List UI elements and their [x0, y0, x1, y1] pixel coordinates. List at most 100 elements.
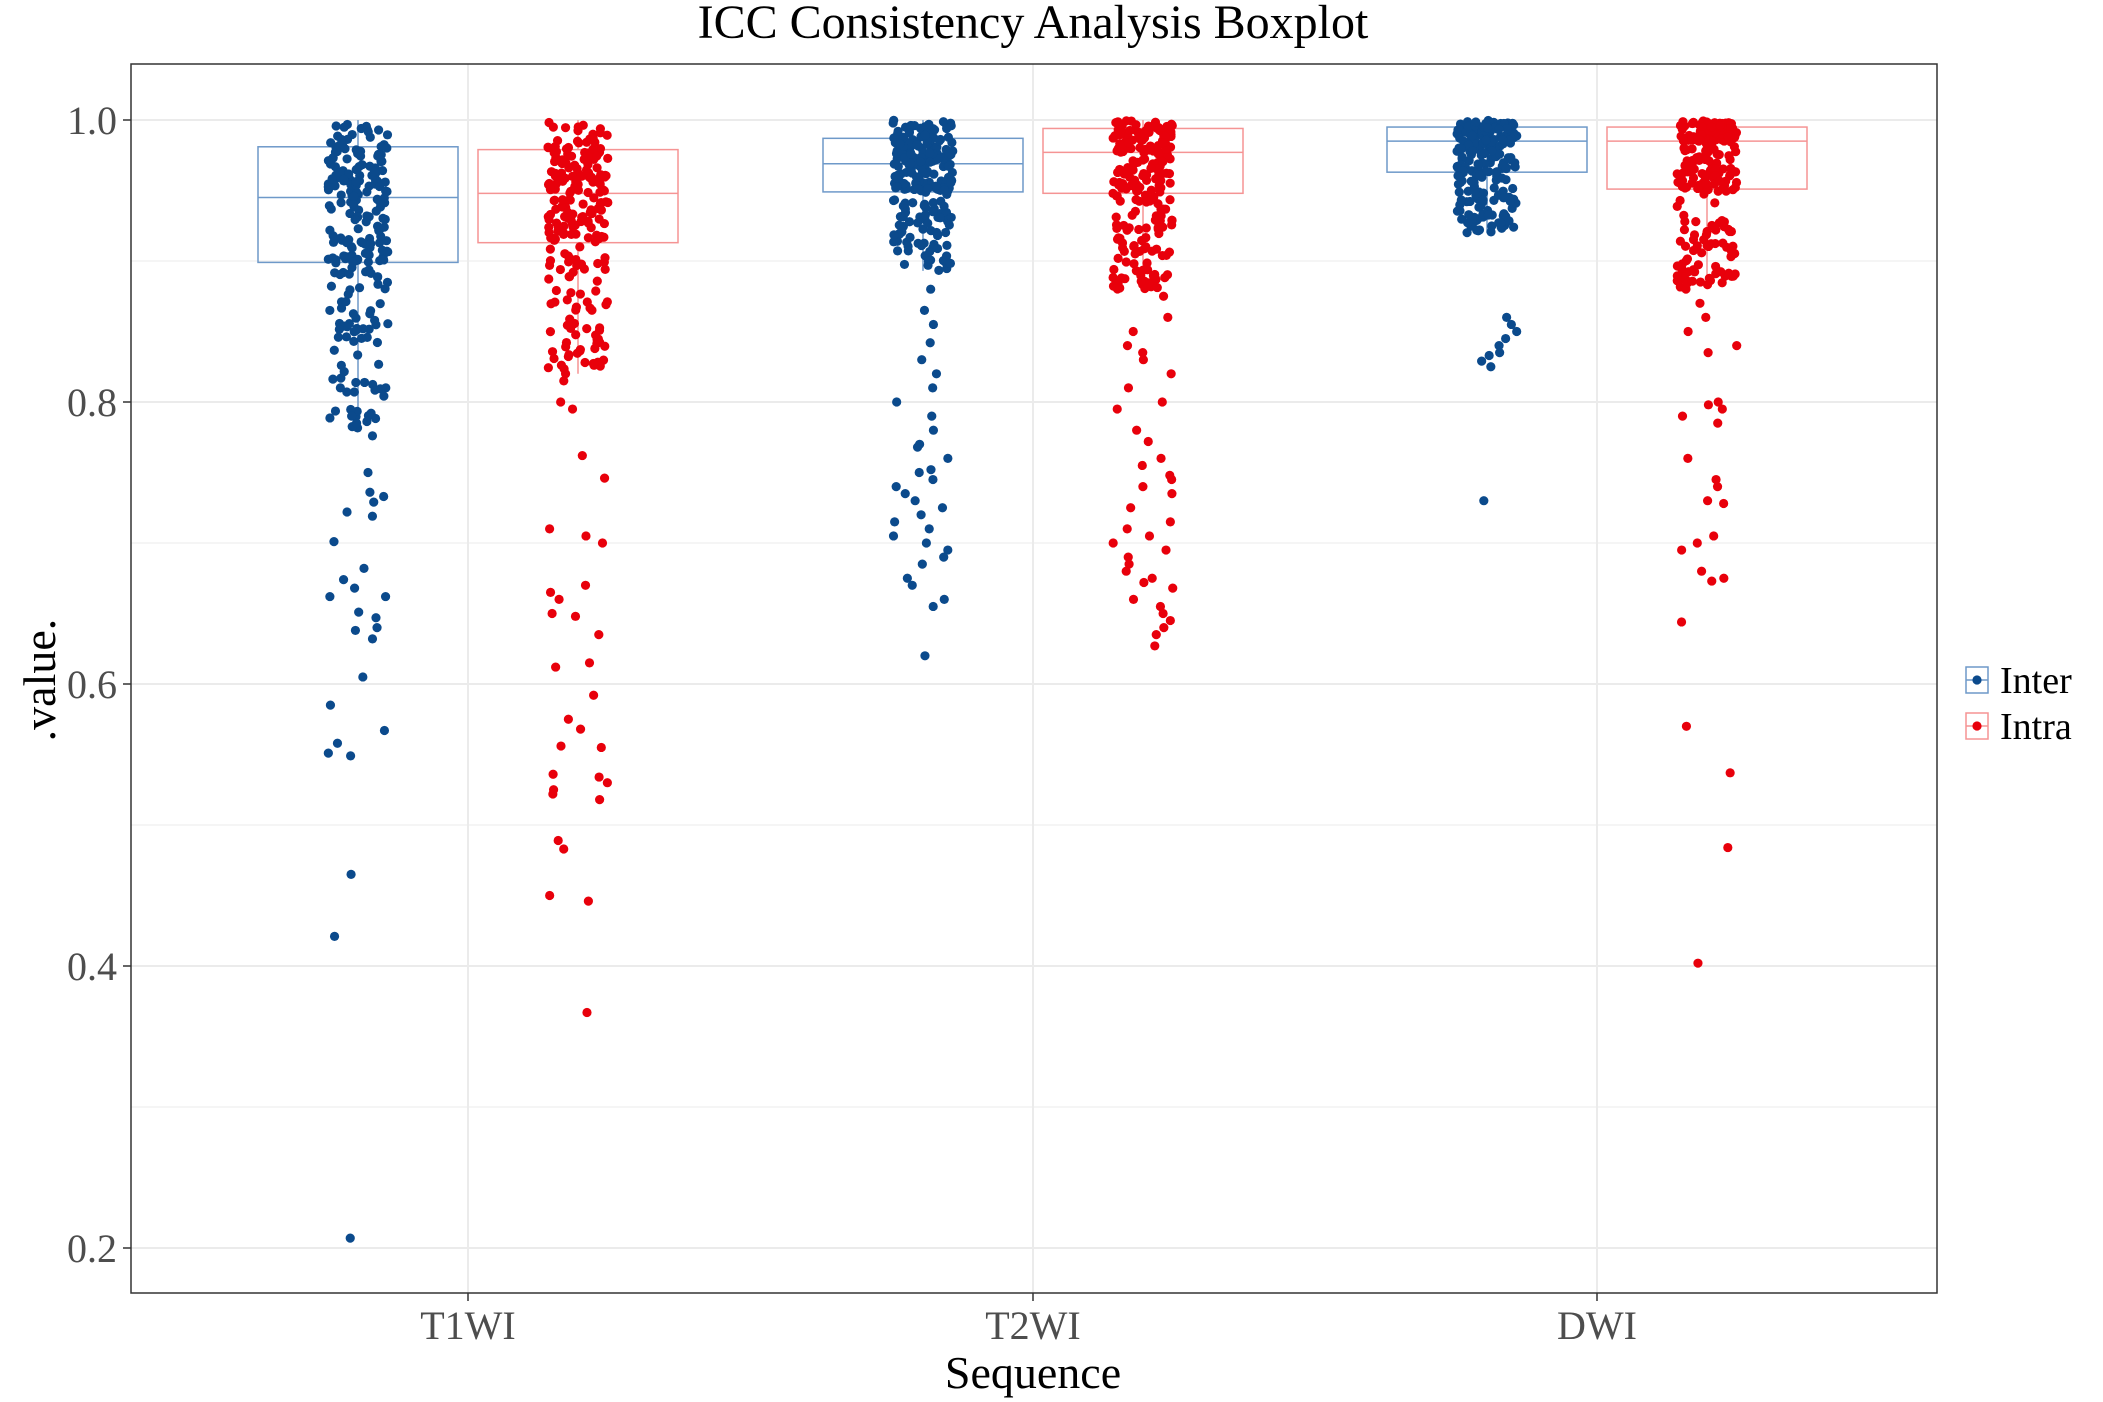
data-point-outlier: [1725, 768, 1735, 778]
data-point: [1506, 152, 1516, 163]
data-point: [330, 406, 341, 416]
data-point: [583, 187, 593, 198]
data-point: [374, 125, 384, 135]
data-point: [1710, 164, 1721, 174]
data-point: [944, 149, 955, 159]
data-point-outlier: [602, 778, 612, 788]
y-tick-label: 0.2: [67, 1226, 117, 1271]
data-point: [345, 208, 355, 219]
data-point: [1489, 183, 1499, 193]
data-point: [929, 169, 939, 179]
data-point: [545, 184, 556, 194]
data-point-outlier: [1717, 404, 1727, 414]
data-point: [379, 391, 389, 401]
data-point: [353, 350, 363, 360]
data-point-outlier: [917, 559, 927, 569]
data-point-outlier: [1494, 341, 1504, 351]
data-point: [592, 163, 602, 173]
data-point-outlier: [931, 369, 942, 379]
data-point: [336, 198, 346, 208]
data-point-outlier: [1712, 482, 1723, 492]
y-tick-label: 1.0: [67, 98, 117, 143]
data-point: [1161, 144, 1171, 154]
data-point: [931, 181, 941, 191]
data-point-outlier: [596, 742, 606, 753]
x-tick-label: T2WI: [985, 1303, 1081, 1348]
data-point: [1158, 204, 1169, 214]
data-point: [889, 237, 899, 247]
data-point: [595, 179, 605, 189]
data-point: [1153, 223, 1163, 233]
data-point: [939, 185, 949, 195]
data-point: [562, 295, 572, 305]
data-point-outlier: [323, 748, 333, 758]
data-point: [571, 175, 582, 185]
data-point: [889, 159, 899, 169]
data-point: [1718, 164, 1728, 174]
data-point-outlier: [937, 503, 948, 513]
data-point: [1141, 197, 1152, 207]
legend-key-point: [1972, 721, 1982, 731]
data-point: [1463, 186, 1473, 196]
data-point: [354, 283, 365, 293]
data-point: [928, 207, 938, 217]
data-point: [551, 285, 561, 296]
data-point: [1140, 129, 1150, 139]
data-point: [1710, 198, 1720, 208]
data-point: [1470, 186, 1480, 196]
data-point-outlier: [928, 425, 939, 435]
data-point: [351, 377, 361, 388]
data-point: [1120, 274, 1130, 284]
data-point: [1697, 248, 1707, 258]
data-point-outlier: [926, 465, 936, 475]
data-point: [899, 259, 910, 270]
data-point: [932, 243, 943, 254]
data-point-outlier: [359, 563, 369, 573]
data-point: [1472, 225, 1482, 235]
data-point-outlier: [325, 700, 336, 710]
data-point-outlier: [1163, 312, 1173, 322]
data-point-outlier: [1165, 517, 1175, 527]
data-point: [366, 239, 376, 249]
data-point: [1165, 121, 1176, 131]
data-point: [379, 255, 389, 265]
data-point-outlier: [545, 524, 555, 534]
data-point: [905, 158, 916, 168]
data-point: [1121, 184, 1131, 194]
data-point: [1123, 162, 1133, 173]
data-point: [1454, 187, 1464, 197]
data-point-outlier: [545, 587, 556, 597]
data-point: [1113, 125, 1123, 135]
data-point: [341, 297, 351, 307]
data-point-outlier: [345, 1233, 355, 1243]
data-point: [564, 195, 574, 205]
data-point: [566, 254, 576, 264]
data-point: [582, 137, 592, 147]
data-point-outlier: [371, 613, 381, 623]
data-point: [1155, 187, 1165, 197]
data-point: [1691, 216, 1701, 227]
data-point: [923, 218, 933, 228]
data-point: [557, 195, 568, 205]
data-point-outlier: [890, 517, 900, 527]
data-point: [1121, 257, 1131, 267]
data-point: [1499, 209, 1509, 219]
data-point: [591, 286, 601, 296]
data-point: [1481, 135, 1491, 145]
data-point: [1131, 195, 1141, 205]
data-point-outlier: [556, 397, 566, 407]
data-point: [943, 132, 953, 142]
data-point-outlier: [329, 931, 340, 941]
data-point: [1486, 227, 1496, 237]
data-point: [1161, 168, 1171, 178]
data-point-outlier: [351, 418, 362, 428]
data-point: [902, 237, 912, 247]
data-point-outlier: [594, 772, 604, 782]
data-point-outlier: [1151, 630, 1161, 640]
data-point-outlier: [575, 724, 586, 734]
data-point: [923, 256, 934, 266]
data-point: [351, 177, 361, 187]
data-point: [934, 265, 944, 275]
data-point-outlier: [1495, 348, 1505, 358]
